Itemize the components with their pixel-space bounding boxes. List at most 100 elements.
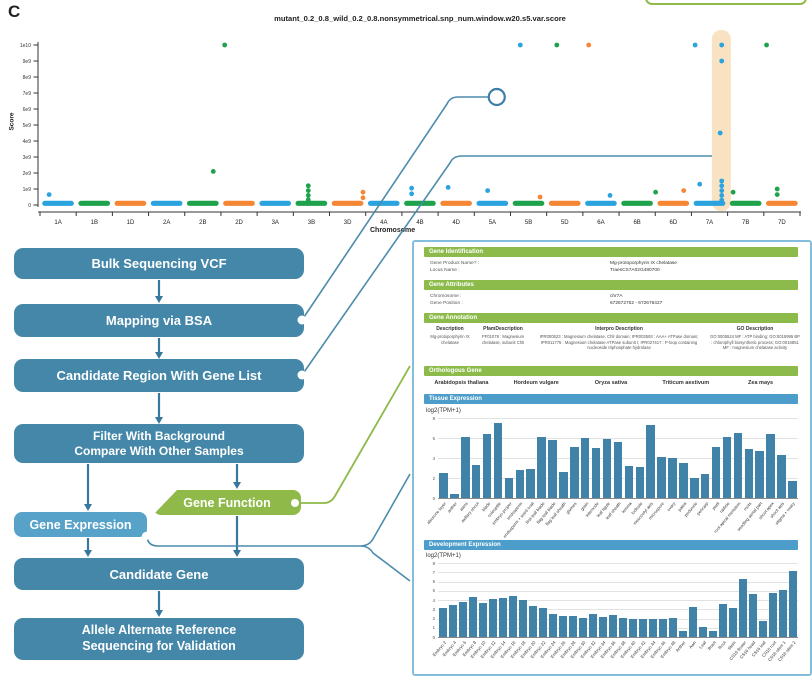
- svg-text:8e9: 8e9: [23, 75, 32, 81]
- field-label: Gene Position :: [430, 301, 463, 306]
- bar: [679, 630, 687, 637]
- flow-step-label: Candidate Region With Gene List: [56, 368, 262, 383]
- bar: [699, 626, 707, 637]
- field-label: Gene Product Name? :: [430, 261, 480, 266]
- manhattan-title: mutant_0.2_0.8_wild_0.2_0.8.nonsymmetric…: [274, 14, 566, 23]
- bar: [639, 619, 647, 637]
- bar-category-label: Awn: [687, 640, 697, 650]
- bar: [499, 598, 507, 637]
- svg-text:0: 0: [28, 203, 31, 209]
- bar: [591, 448, 601, 498]
- section-orthologous-gene: Orthologous Gene: [424, 366, 798, 376]
- bar-category-label: Root: [717, 640, 727, 651]
- flow-step-label: Gene Function: [183, 495, 271, 510]
- bar: [789, 571, 797, 637]
- field-value: 672672752 - 672676427: [610, 301, 663, 306]
- bar: [461, 437, 470, 498]
- flow-step-validation: Allele Alternate Reference Sequencing fo…: [14, 618, 304, 660]
- bar: [729, 608, 737, 637]
- section-development-expression: Development Expression: [424, 540, 798, 550]
- section-gene-annotation: Gene Annotation: [424, 313, 798, 323]
- flow-step-label: Filter With Background: [93, 428, 225, 443]
- bar: [719, 603, 727, 637]
- flow-step-gene-expression: Gene Expression: [14, 512, 147, 537]
- svg-text:4B: 4B: [416, 220, 423, 226]
- bar: [690, 478, 699, 498]
- annotation-cell: Mg-protoporphyrin IX chelatase: [430, 334, 470, 345]
- gene-info-panel: Gene Identification Gene Product Name? :…: [412, 240, 812, 676]
- svg-text:9e9: 9e9: [23, 59, 32, 65]
- species-name: Arabidopsis thaliana: [434, 380, 489, 386]
- bar: [493, 423, 503, 498]
- bar: [459, 601, 467, 637]
- svg-text:2D: 2D: [235, 220, 243, 226]
- svg-text:6A: 6A: [597, 220, 604, 226]
- bar-category-label: anther: [446, 501, 459, 514]
- svg-text:1A: 1A: [54, 220, 61, 226]
- bar: [649, 619, 657, 637]
- flow-step-gene-function: Gene Function: [153, 490, 301, 515]
- bar: [709, 630, 717, 637]
- svg-text:4A: 4A: [380, 220, 387, 226]
- bar: [548, 440, 557, 498]
- bar: [646, 425, 655, 498]
- bar: [579, 617, 587, 637]
- field-value: Mg-protoporphyrin IX chelatase: [610, 261, 677, 266]
- bar: [749, 594, 757, 637]
- flow-step-label: Allele Alternate Reference: [81, 623, 237, 638]
- flow-step-label: Candidate Gene: [109, 566, 209, 582]
- bar: [509, 596, 517, 637]
- bar: [788, 481, 797, 498]
- cropped-legend-box: [645, 0, 807, 5]
- species-name: Hordeum vulgare: [513, 380, 559, 386]
- bar: [469, 597, 477, 637]
- section-gene-identification: Gene Identification: [424, 247, 798, 257]
- bar: [711, 447, 721, 498]
- svg-text:2e9: 2e9: [23, 171, 32, 177]
- flow-step-candidate-region: Candidate Region With Gene List: [14, 359, 304, 392]
- manhattan-xlabel: Chromosome: [370, 227, 416, 234]
- svg-text:7A: 7A: [706, 220, 713, 226]
- svg-text:1B: 1B: [91, 220, 98, 226]
- bar: [580, 438, 590, 498]
- bar: [657, 457, 666, 498]
- manhattan-plot: 1e10 9e9 8e9 7e9 6e9 5e9 4e9 3e9 2e9 1e9 0 1A 1B 1D 2A…: [20, 30, 801, 226]
- bar-category-label: Bract: [706, 640, 717, 651]
- species-name: Triticum aestivum: [662, 380, 710, 386]
- annotation-cell: GO:0005524 MF : ATP binding; GO:0015995 …: [710, 334, 800, 351]
- orthologous-species-row: Arabidopsis thaliana Hordeum vulgare Ory…: [424, 380, 798, 386]
- bar: [619, 617, 627, 637]
- bar: [700, 474, 710, 498]
- development-expression-chart: 0 1 2 3 4 5 6 7 8 Embryo 2 Embryo 4 Embryo 6 Embryo …: [431, 560, 798, 663]
- bar: [755, 451, 764, 498]
- bar: [635, 467, 645, 498]
- bar: [589, 613, 597, 637]
- annotation-header: GO Description: [736, 326, 774, 332]
- bar: [537, 437, 546, 498]
- bar: [769, 592, 777, 637]
- svg-text:6e9: 6e9: [23, 107, 32, 113]
- bar: [629, 618, 637, 637]
- bar: [777, 455, 786, 498]
- bar: [668, 458, 677, 498]
- svg-text:6D: 6D: [669, 220, 677, 226]
- bar: [744, 449, 754, 498]
- development-chart-ylabel: log2(TPM+1): [426, 553, 461, 559]
- annotation-header: Interpro Description: [595, 326, 643, 332]
- svg-text:5D: 5D: [561, 220, 569, 226]
- svg-text:4e9: 4e9: [23, 139, 32, 145]
- flow-step-bulk-sequencing-vcf: Bulk Sequencing VCF: [14, 248, 304, 279]
- bar: [613, 442, 623, 498]
- annotation-cell: PF01078 : Magnesium chelatase, subunit C…: [481, 334, 525, 345]
- svg-text:1e9: 1e9: [23, 187, 32, 193]
- bar: [679, 463, 688, 498]
- annotation-cell: IPR000523 : Magnesium chelatase, ChlI do…: [539, 334, 699, 351]
- tissue-chart-ylabel: log2(TPM+1): [426, 408, 461, 414]
- bar: [479, 602, 487, 637]
- flow-step-label: Mapping via BSA: [105, 313, 213, 328]
- field-label: Chromosome :: [430, 294, 462, 299]
- bar: [539, 608, 547, 637]
- svg-text:5A: 5A: [489, 220, 496, 226]
- bar: [519, 600, 527, 637]
